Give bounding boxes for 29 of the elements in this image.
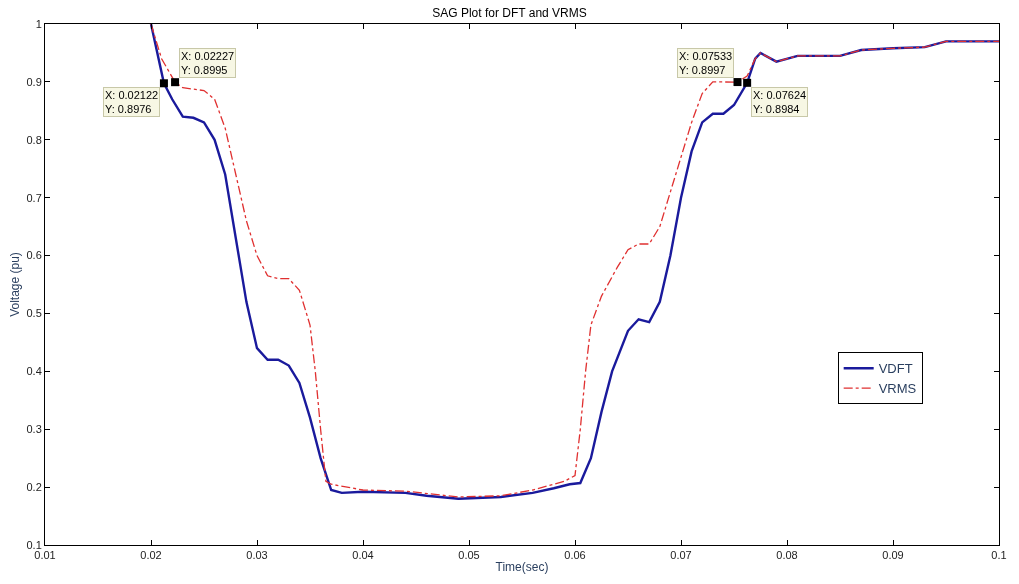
y-tick-label: 0.6 [26, 249, 42, 262]
y-tick-label: 0.9 [26, 75, 42, 88]
y-tick-label: 0.3 [26, 423, 42, 436]
y-tick-label: 0.5 [26, 307, 42, 320]
x-tick-label: 0.01 [34, 549, 56, 562]
x-tick-label: 0.07 [670, 549, 692, 562]
y-tick-label: 1 [35, 17, 42, 30]
y-tick-label: 0.2 [26, 480, 42, 493]
legend-label: VDFT [878, 361, 913, 377]
annotation: X: 0.07533 Y: 0.8997 [679, 50, 733, 77]
y-tick-label: 0.1 [26, 538, 42, 551]
annotation: X: 0.02122 Y: 0.8976 [105, 89, 159, 116]
x-tick-label: 0.08 [776, 549, 798, 562]
x-tick-label: 0.05 [458, 549, 480, 562]
y-tick-label: 0.8 [26, 133, 42, 146]
x-tick-label: 0.1 [991, 549, 1007, 562]
x-tick-label: 0.06 [564, 549, 586, 562]
y-axis-title: Voltage (pu) [7, 252, 22, 317]
y-tick-label: 0.4 [26, 365, 42, 378]
x-tick-label: 0.02 [140, 549, 162, 562]
annotation: X: 0.02227 Y: 0.8995 [181, 50, 235, 77]
x-tick-label: 0.03 [246, 549, 268, 562]
y-tick-label: 0.7 [26, 191, 42, 204]
legend-label: VRMS [878, 381, 917, 397]
chart-title: SAG Plot for DFT and VRMS [432, 6, 587, 21]
x-axis-title: Time(sec) [495, 560, 549, 575]
x-tick-label: 0.04 [352, 549, 374, 562]
x-tick-label: 0.09 [882, 549, 904, 562]
annotation: X: 0.07624 Y: 0.8984 [753, 89, 807, 116]
